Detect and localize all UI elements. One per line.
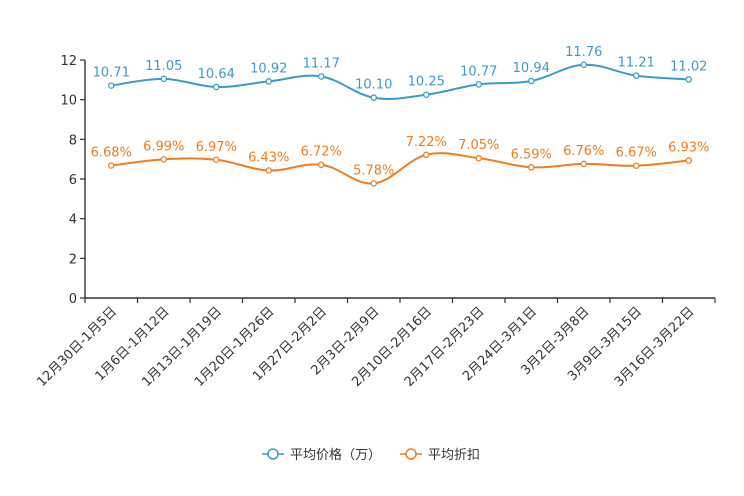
series-layer bbox=[108, 61, 693, 187]
axes: 02468101212月30日-1月5日1月6日-1月12日1月13日-1月19… bbox=[34, 54, 716, 390]
legend-label-1: 平均价格（万） bbox=[290, 447, 381, 463]
data-label: 6.72% bbox=[301, 145, 342, 160]
data-point bbox=[317, 161, 325, 168]
legend-marker-1 bbox=[267, 448, 279, 460]
data-point bbox=[212, 156, 220, 164]
legend-marker-2 bbox=[405, 448, 417, 460]
data-point bbox=[160, 156, 167, 163]
y-tick-label: 8 bbox=[69, 133, 77, 148]
data-point bbox=[370, 180, 377, 187]
data-label: 6.99% bbox=[143, 139, 184, 154]
data-point bbox=[108, 162, 115, 169]
data-label: 10.25 bbox=[408, 75, 445, 90]
data-point bbox=[160, 75, 167, 83]
data-label: 6.43% bbox=[248, 150, 289, 165]
data-point bbox=[633, 162, 640, 169]
data-point bbox=[317, 73, 325, 80]
data-point bbox=[580, 61, 588, 69]
data-point bbox=[580, 160, 588, 168]
data-label: 10.94 bbox=[513, 61, 550, 76]
data-point bbox=[265, 167, 272, 174]
data-point bbox=[685, 76, 693, 83]
series-line-1 bbox=[111, 63, 689, 100]
y-tick-label: 2 bbox=[69, 252, 77, 267]
data-point bbox=[633, 72, 640, 79]
data-point bbox=[370, 94, 377, 101]
series-line-2 bbox=[111, 152, 689, 185]
data-label: 11.76 bbox=[565, 45, 602, 60]
data-label: 6.97% bbox=[196, 140, 237, 155]
data-label: 11.02 bbox=[670, 59, 707, 74]
y-tick-label: 12 bbox=[60, 54, 77, 69]
data-label: 10.64 bbox=[198, 67, 235, 82]
data-point bbox=[265, 78, 272, 85]
y-tick-label: 0 bbox=[69, 292, 77, 307]
legend: 平均价格（万） 平均折扣 bbox=[262, 447, 480, 463]
data-point bbox=[475, 81, 482, 88]
data-label: 10.92 bbox=[250, 61, 287, 76]
data-point bbox=[422, 151, 430, 159]
data-label: 11.17 bbox=[303, 56, 340, 71]
data-point bbox=[212, 83, 220, 91]
data-label: 6.76% bbox=[563, 144, 604, 159]
data-point bbox=[475, 154, 482, 162]
data-label: 6.93% bbox=[668, 141, 709, 156]
y-tick-label: 10 bbox=[60, 94, 77, 109]
data-labels: 10.71 11.05 10.64 10.92 11.17 10.10 10.25 10.77… bbox=[91, 45, 710, 179]
y-tick-label: 6 bbox=[69, 173, 77, 188]
data-label: 7.05% bbox=[458, 138, 499, 153]
data-label: 7.22% bbox=[406, 135, 447, 150]
data-label: 11.21 bbox=[618, 56, 655, 71]
data-label: 10.71 bbox=[93, 66, 130, 81]
data-label: 6.67% bbox=[616, 146, 657, 161]
legend-label-2: 平均折扣 bbox=[428, 448, 480, 463]
data-point bbox=[528, 164, 535, 171]
data-label: 6.68% bbox=[91, 146, 132, 161]
data-point bbox=[422, 91, 430, 98]
data-point bbox=[528, 77, 535, 85]
data-label: 5.78% bbox=[353, 163, 394, 178]
data-label: 10.10 bbox=[355, 78, 392, 93]
data-label: 6.59% bbox=[511, 147, 552, 162]
data-point bbox=[685, 157, 693, 164]
data-label: 10.77 bbox=[460, 64, 497, 79]
data-point bbox=[108, 82, 115, 89]
data-label: 11.05 bbox=[145, 59, 182, 74]
y-tick-label: 4 bbox=[69, 213, 77, 228]
